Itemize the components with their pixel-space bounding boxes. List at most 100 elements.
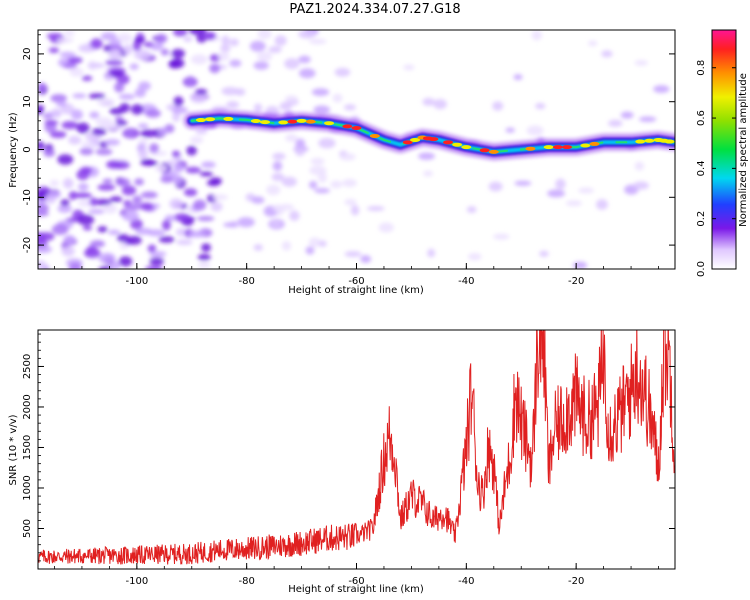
spectrogram-noise-blob xyxy=(123,44,133,55)
spectrogram-noise-blob xyxy=(468,252,482,261)
spectrogram-noise-blob xyxy=(124,127,134,139)
spectrogram-y-tick-label: -20 xyxy=(22,237,33,253)
spectrogram-noise-blob xyxy=(197,253,211,261)
spectrogram-noise-blob xyxy=(332,93,343,103)
spectrogram-noise-blob xyxy=(330,180,343,189)
spectrogram-noise-blob xyxy=(268,46,282,54)
spectrogram-noise-blob xyxy=(90,38,103,50)
spectrogram-noise-blob xyxy=(253,244,263,251)
spectrogram-noise-blob xyxy=(76,122,90,134)
spectrogram-noise-blob xyxy=(95,148,113,156)
spectrogram-noise-blob xyxy=(70,109,83,120)
snr-x-tick-label: -100 xyxy=(125,576,148,587)
colorbar-label: Normalized spectral amplitude xyxy=(738,73,749,227)
spectrogram-noise-blob xyxy=(514,180,532,186)
spectrogram-noise-blob xyxy=(68,135,82,145)
spectrogram-y-tick-label: -10 xyxy=(22,189,33,205)
spectrogram-noise-blob xyxy=(154,164,168,173)
spectrogram-noise-blob xyxy=(118,256,133,267)
spectrogram-noise-blob xyxy=(378,222,394,233)
spectrogram-noise-blob xyxy=(117,233,130,243)
spectrogram-noise-blob xyxy=(555,178,566,190)
spectrogram-noise-blob xyxy=(193,199,207,211)
spectrogram-noise-blob xyxy=(634,161,645,171)
spectrogram-noise-blob xyxy=(344,250,362,258)
spectrogram-noise-blob xyxy=(221,86,239,96)
ridge-hotspot xyxy=(635,139,646,144)
spectrogram-noise-blob xyxy=(188,230,206,238)
spectrogram-noise-blob xyxy=(83,248,101,259)
spectrogram-noise-blob xyxy=(344,198,357,206)
spectrogram-noise-blob xyxy=(272,204,283,212)
ridge-hotspot xyxy=(369,133,380,138)
spectrogram-noise-blob xyxy=(190,92,207,104)
snr-y-tick-label: 2500 xyxy=(22,354,33,379)
snr-y-tick-label: 2000 xyxy=(22,394,33,419)
spectrogram-noise-blob xyxy=(171,150,181,158)
spectrogram-noise-blob xyxy=(89,111,100,119)
spectrogram-noise-blob xyxy=(274,35,287,46)
spectrogram-noise-blob xyxy=(132,195,143,205)
spectrogram-noise-blob xyxy=(492,101,504,111)
ridge-hotspot xyxy=(259,120,270,125)
spectrogram-noise-blob xyxy=(119,102,130,113)
spectrogram-noise-blob xyxy=(171,48,185,59)
spectrogram-noise-blob xyxy=(91,127,107,136)
spectrogram-noise-blob xyxy=(317,172,328,183)
ridge-hotspot xyxy=(443,140,454,145)
spectrogram-noise-blob xyxy=(201,243,212,252)
spectrogram-noise-blob xyxy=(118,93,136,100)
spectrogram-noise-blob xyxy=(47,190,61,199)
spectrogram-noise-blob xyxy=(51,224,69,235)
snr-x-tick-label: -80 xyxy=(239,576,255,587)
snr-y-axis-label: SNR (10 * v/v) xyxy=(8,414,19,485)
spectrogram-noise-blob xyxy=(360,255,372,264)
spectrogram-noise-blob xyxy=(145,109,161,118)
spectrogram-noise-blob xyxy=(185,166,202,174)
spectrogram-noise-blob xyxy=(68,262,82,269)
spectrogram-noise-blob xyxy=(186,145,197,156)
spectrogram-noise-blob xyxy=(68,191,78,201)
ridge-hotspot xyxy=(461,145,472,150)
ridge-hotspot xyxy=(580,143,591,148)
spectrogram-noise-blob xyxy=(418,152,435,160)
spectrogram-noise-blob xyxy=(160,48,170,56)
spectrogram-noise-blob xyxy=(289,210,300,221)
spectrogram-noise-blob xyxy=(158,127,168,136)
spectrogram-noise-blob xyxy=(226,100,240,109)
colorbar-ticks: 0.0 0.2 0.4 0.6 0.8 xyxy=(696,60,736,277)
spectrogram-y-axis-label: Frequency (Hz) xyxy=(8,112,19,188)
spectrogram-noise-blob xyxy=(433,98,447,110)
spectrogram-noise-blob xyxy=(104,138,121,146)
spectrogram-noise-blob xyxy=(565,200,583,207)
spectrogram-x-tick-label: -80 xyxy=(239,276,255,287)
spectrogram-noise-blob xyxy=(140,191,158,199)
spectrogram-noise-blob xyxy=(173,162,184,173)
snr-x-ticks: -100 -80 -60 -40 -20 xyxy=(54,563,659,587)
spectrogram-noise-blob xyxy=(130,104,144,115)
spectrogram-noise-blob xyxy=(38,232,47,243)
spectrogram-noise-blob xyxy=(308,38,327,45)
spectrogram-noise-blob xyxy=(129,63,139,70)
spectrogram-noise-blob xyxy=(114,82,125,93)
spectrogram-noise-blob xyxy=(318,137,336,149)
spectrogram-noise-blob xyxy=(145,265,163,269)
spectrogram-noise-blob xyxy=(77,214,95,226)
spectrogram-noise-blob xyxy=(488,181,503,192)
spectrogram-noise-blob xyxy=(308,180,318,189)
spectrogram-noise-blob xyxy=(158,236,175,243)
spectrogram-noise-blob xyxy=(284,95,298,102)
spectrogram-noise-blob xyxy=(50,94,67,103)
spectrogram-noise-blob xyxy=(79,166,93,175)
spectrogram-noise-blob xyxy=(308,237,321,248)
spectrogram-noise-blob xyxy=(59,51,76,58)
spectrogram-noise-blob xyxy=(284,58,300,70)
spectrogram-noise-blob xyxy=(526,125,544,136)
spectrogram-noise-blob xyxy=(279,101,292,111)
spectrogram-noise-blob xyxy=(137,123,149,129)
spectrogram-noise-blob xyxy=(272,161,283,171)
spectrogram-noise-blob xyxy=(176,239,193,246)
ridge-hotspot xyxy=(644,138,655,143)
spectrogram-noise-blob xyxy=(127,235,142,245)
spectrogram-x-tick-label: -20 xyxy=(568,276,584,287)
